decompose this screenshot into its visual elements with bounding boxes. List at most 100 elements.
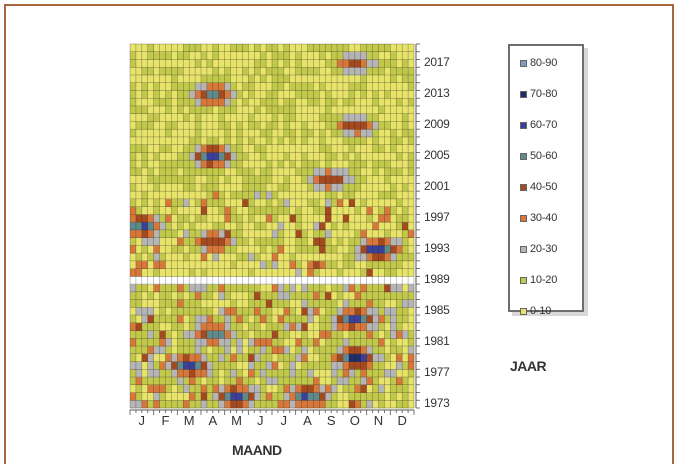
heatmap-cell bbox=[206, 82, 214, 91]
heatmap-cell bbox=[396, 136, 403, 145]
heatmap-cell bbox=[153, 160, 160, 169]
heatmap-cell bbox=[289, 98, 296, 107]
heatmap-cell bbox=[372, 129, 379, 138]
heatmap-cell bbox=[343, 183, 350, 192]
heatmap-cell bbox=[384, 237, 391, 246]
heatmap-cell bbox=[230, 167, 237, 176]
heatmap-cell bbox=[141, 276, 149, 285]
heatmap-cell bbox=[331, 284, 338, 293]
heatmap-cell bbox=[153, 129, 160, 138]
heatmap-cell bbox=[141, 206, 149, 215]
heatmap-cell bbox=[402, 82, 409, 91]
heatmap-cell bbox=[141, 384, 149, 393]
heatmap-cell bbox=[319, 59, 326, 68]
heatmap-cell bbox=[337, 346, 344, 355]
heatmap-cell bbox=[254, 245, 261, 254]
heatmap-cell bbox=[266, 276, 273, 285]
heatmap-cell bbox=[366, 222, 373, 231]
heatmap-cell bbox=[171, 307, 178, 316]
heatmap-cell bbox=[165, 400, 172, 409]
heatmap-cell bbox=[230, 276, 237, 285]
heatmap-cell bbox=[313, 346, 320, 355]
heatmap-cell bbox=[141, 400, 149, 409]
heatmap-cell bbox=[360, 160, 367, 169]
heatmap-cell bbox=[384, 384, 391, 393]
heatmap-cell bbox=[343, 384, 350, 393]
heatmap-cell bbox=[408, 307, 415, 316]
heatmap-cell bbox=[135, 113, 143, 122]
heatmap-cell bbox=[272, 98, 279, 107]
heatmap-cell bbox=[372, 175, 379, 184]
heatmap-cell bbox=[189, 198, 196, 207]
heatmap-cell bbox=[366, 136, 373, 145]
heatmap-cell bbox=[254, 222, 261, 231]
heatmap-cell bbox=[331, 268, 338, 277]
heatmap-cell bbox=[272, 136, 279, 145]
heatmap-cell bbox=[384, 136, 391, 145]
heatmap-cell bbox=[171, 206, 178, 215]
heatmap-cell bbox=[331, 160, 338, 169]
heatmap-cell bbox=[212, 245, 220, 254]
heatmap-cell bbox=[130, 136, 137, 145]
heatmap-cell bbox=[408, 361, 415, 370]
heatmap-cell bbox=[337, 315, 344, 324]
heatmap-cell bbox=[189, 105, 196, 114]
heatmap-cell bbox=[201, 260, 208, 269]
heatmap-cell bbox=[147, 105, 154, 114]
legend-swatch bbox=[520, 121, 527, 129]
heatmap-cell bbox=[165, 346, 172, 355]
heatmap-cell bbox=[135, 160, 143, 169]
heatmap-cell bbox=[283, 175, 291, 184]
heatmap-cell bbox=[242, 229, 249, 238]
heatmap-cell bbox=[272, 160, 279, 169]
heatmap-cell bbox=[277, 105, 285, 114]
heatmap-cell bbox=[272, 229, 279, 238]
heatmap-cell bbox=[201, 237, 208, 246]
heatmap-cell bbox=[130, 260, 137, 269]
heatmap-cell bbox=[348, 392, 356, 401]
heatmap-cell bbox=[195, 307, 202, 316]
y-tick-label: 2009 bbox=[424, 117, 450, 132]
heatmap-cell bbox=[266, 67, 273, 76]
heatmap-cell bbox=[277, 346, 285, 355]
heatmap-cell bbox=[159, 90, 166, 99]
heatmap-cell bbox=[135, 105, 143, 114]
heatmap-cell bbox=[183, 152, 190, 161]
heatmap-cell bbox=[195, 384, 202, 393]
heatmap-cell bbox=[183, 167, 190, 176]
heatmap-cell bbox=[135, 144, 143, 153]
heatmap-cell bbox=[283, 369, 291, 378]
heatmap-cell bbox=[337, 214, 344, 223]
heatmap-cell bbox=[331, 74, 338, 84]
heatmap-cell bbox=[201, 299, 208, 308]
heatmap-cell bbox=[260, 121, 267, 130]
heatmap-cell bbox=[135, 377, 143, 386]
heatmap-cell bbox=[402, 361, 409, 370]
heatmap-cell bbox=[325, 353, 332, 362]
heatmap-cell bbox=[277, 74, 285, 84]
heatmap-cell bbox=[366, 74, 373, 84]
heatmap-cell bbox=[224, 90, 231, 99]
heatmap-cell bbox=[189, 361, 196, 370]
heatmap-cell bbox=[165, 338, 172, 347]
heatmap-cell bbox=[307, 44, 314, 53]
heatmap-cell bbox=[354, 51, 362, 60]
heatmap-cell bbox=[236, 74, 243, 84]
heatmap-cell bbox=[224, 253, 231, 262]
heatmap-cell bbox=[301, 400, 308, 409]
heatmap-cell bbox=[153, 105, 160, 114]
heatmap-cell bbox=[242, 105, 249, 114]
heatmap-cell bbox=[325, 59, 332, 68]
heatmap-cell bbox=[230, 136, 237, 145]
heatmap-cell bbox=[260, 346, 267, 355]
heatmap-cell bbox=[354, 206, 362, 215]
heatmap-cell bbox=[266, 268, 273, 277]
heatmap-cell bbox=[283, 198, 291, 207]
heatmap-cell bbox=[266, 237, 273, 246]
heatmap-cell bbox=[301, 229, 308, 238]
heatmap-cell bbox=[212, 369, 220, 378]
heatmap-cell bbox=[295, 330, 302, 339]
heatmap-cell bbox=[212, 183, 220, 192]
heatmap-cell bbox=[171, 121, 178, 130]
heatmap-cell bbox=[277, 206, 285, 215]
